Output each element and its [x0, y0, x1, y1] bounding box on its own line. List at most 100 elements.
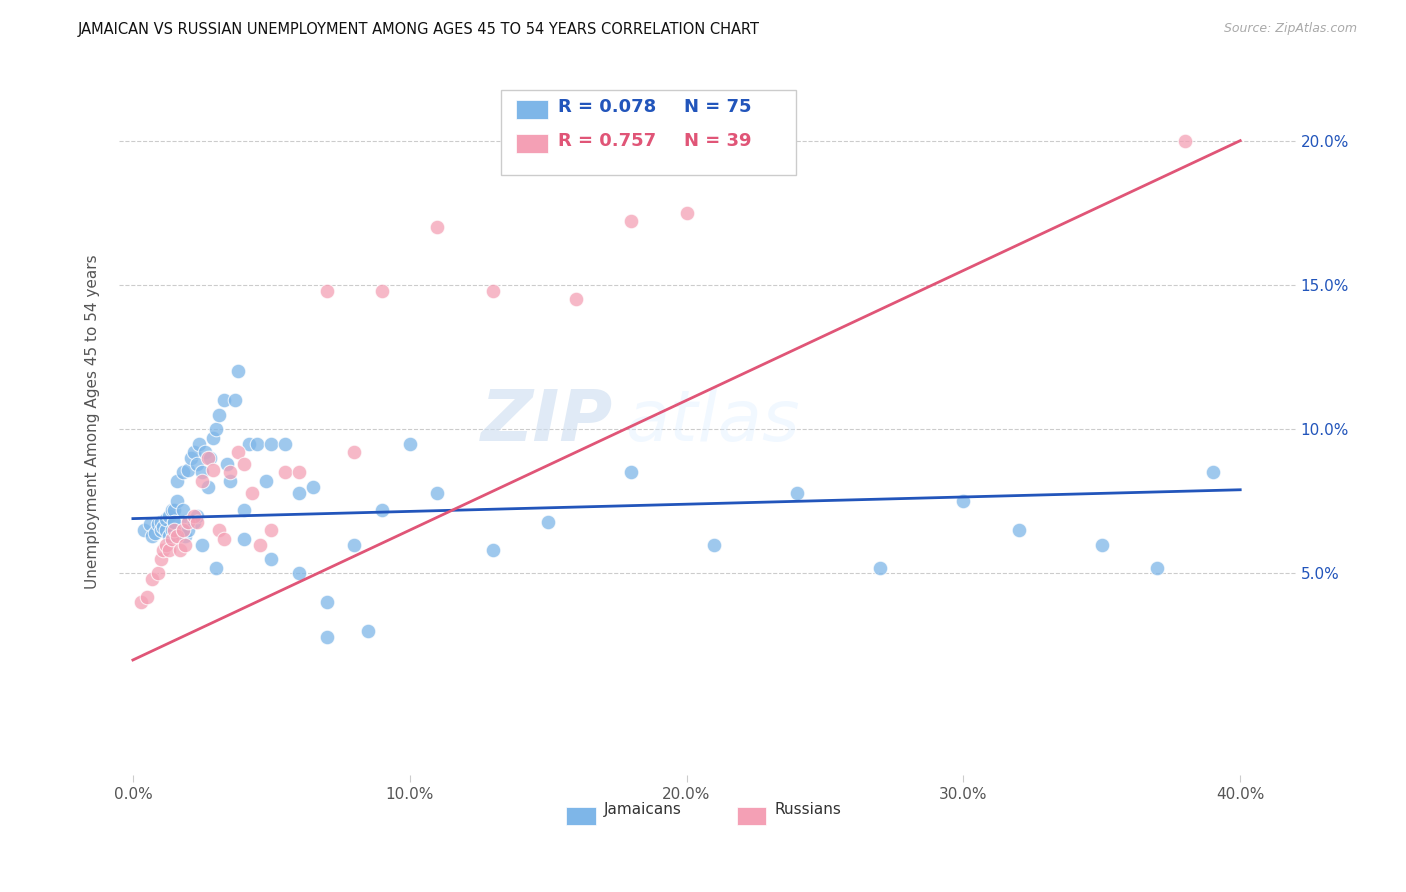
Text: Jamaicans: Jamaicans: [603, 802, 682, 817]
Point: [177, 515, 200, 529]
Point: [202, 462, 225, 476]
Point: [197, 450, 219, 465]
Point: [174, 529, 197, 543]
Point: [426, 485, 449, 500]
Point: [212, 532, 235, 546]
Point: [260, 523, 283, 537]
Point: [194, 445, 217, 459]
Point: [160, 523, 183, 537]
Point: [186, 508, 208, 523]
Point: [224, 393, 246, 408]
Point: [315, 284, 337, 298]
Point: [249, 538, 271, 552]
Point: [191, 466, 214, 480]
Point: [152, 520, 174, 534]
Point: [315, 595, 337, 609]
Point: [149, 523, 172, 537]
Point: [786, 485, 808, 500]
Point: [232, 532, 254, 546]
Point: [343, 445, 366, 459]
Point: [157, 543, 180, 558]
Point: [398, 436, 420, 450]
Point: [174, 538, 197, 552]
Text: Source: ZipAtlas.com: Source: ZipAtlas.com: [1223, 22, 1357, 36]
Point: [274, 466, 297, 480]
Point: [163, 515, 186, 529]
Point: [238, 436, 260, 450]
Point: [129, 595, 152, 609]
Point: [215, 457, 238, 471]
Point: [183, 508, 205, 523]
Point: [205, 422, 228, 436]
Text: Russians: Russians: [775, 802, 841, 817]
Point: [288, 466, 311, 480]
Point: [565, 293, 588, 307]
Point: [183, 515, 205, 529]
Point: [141, 529, 163, 543]
Bar: [737, 807, 766, 825]
Point: [1174, 134, 1197, 148]
Point: [371, 503, 394, 517]
Point: [232, 503, 254, 517]
Point: [1091, 538, 1114, 552]
Point: [160, 532, 183, 546]
Point: [315, 630, 337, 644]
Point: [146, 517, 169, 532]
Point: [141, 572, 163, 586]
Point: [172, 523, 194, 537]
Point: [240, 485, 263, 500]
Point: [218, 466, 240, 480]
Point: [1201, 466, 1223, 480]
FancyBboxPatch shape: [516, 100, 548, 120]
Point: [1008, 523, 1031, 537]
Point: [191, 474, 214, 488]
Point: [143, 526, 166, 541]
Point: [226, 445, 249, 459]
Point: [163, 523, 186, 537]
Point: [135, 590, 157, 604]
Point: [208, 523, 231, 537]
FancyBboxPatch shape: [502, 90, 796, 175]
Point: [254, 474, 277, 488]
FancyBboxPatch shape: [516, 134, 548, 153]
Point: [157, 508, 180, 523]
Point: [212, 393, 235, 408]
Point: [197, 480, 219, 494]
Point: [172, 503, 194, 517]
Point: [163, 503, 186, 517]
Point: [357, 624, 380, 639]
Point: [200, 450, 222, 465]
Text: N = 39: N = 39: [683, 132, 751, 151]
Point: [288, 485, 311, 500]
Point: [208, 408, 231, 422]
Point: [183, 445, 205, 459]
Point: [343, 538, 366, 552]
Point: [186, 457, 208, 471]
Point: [288, 566, 311, 581]
Text: R = 0.078: R = 0.078: [558, 98, 657, 116]
Point: [132, 523, 155, 537]
Point: [703, 538, 725, 552]
Point: [186, 515, 208, 529]
Text: ZIP: ZIP: [481, 387, 613, 457]
Point: [166, 529, 188, 543]
Point: [260, 552, 283, 566]
Point: [155, 511, 177, 525]
Point: [1146, 560, 1168, 574]
Point: [481, 284, 503, 298]
Point: [188, 436, 211, 450]
Point: [152, 543, 174, 558]
Point: [232, 457, 254, 471]
Point: [869, 560, 891, 574]
Point: [202, 431, 225, 445]
Point: [166, 494, 188, 508]
Text: R = 0.757: R = 0.757: [558, 132, 657, 151]
Point: [218, 474, 240, 488]
Point: [146, 566, 169, 581]
Point: [537, 515, 560, 529]
Point: [155, 538, 177, 552]
Point: [191, 538, 214, 552]
Point: [177, 515, 200, 529]
Point: [166, 474, 188, 488]
Point: [952, 494, 974, 508]
